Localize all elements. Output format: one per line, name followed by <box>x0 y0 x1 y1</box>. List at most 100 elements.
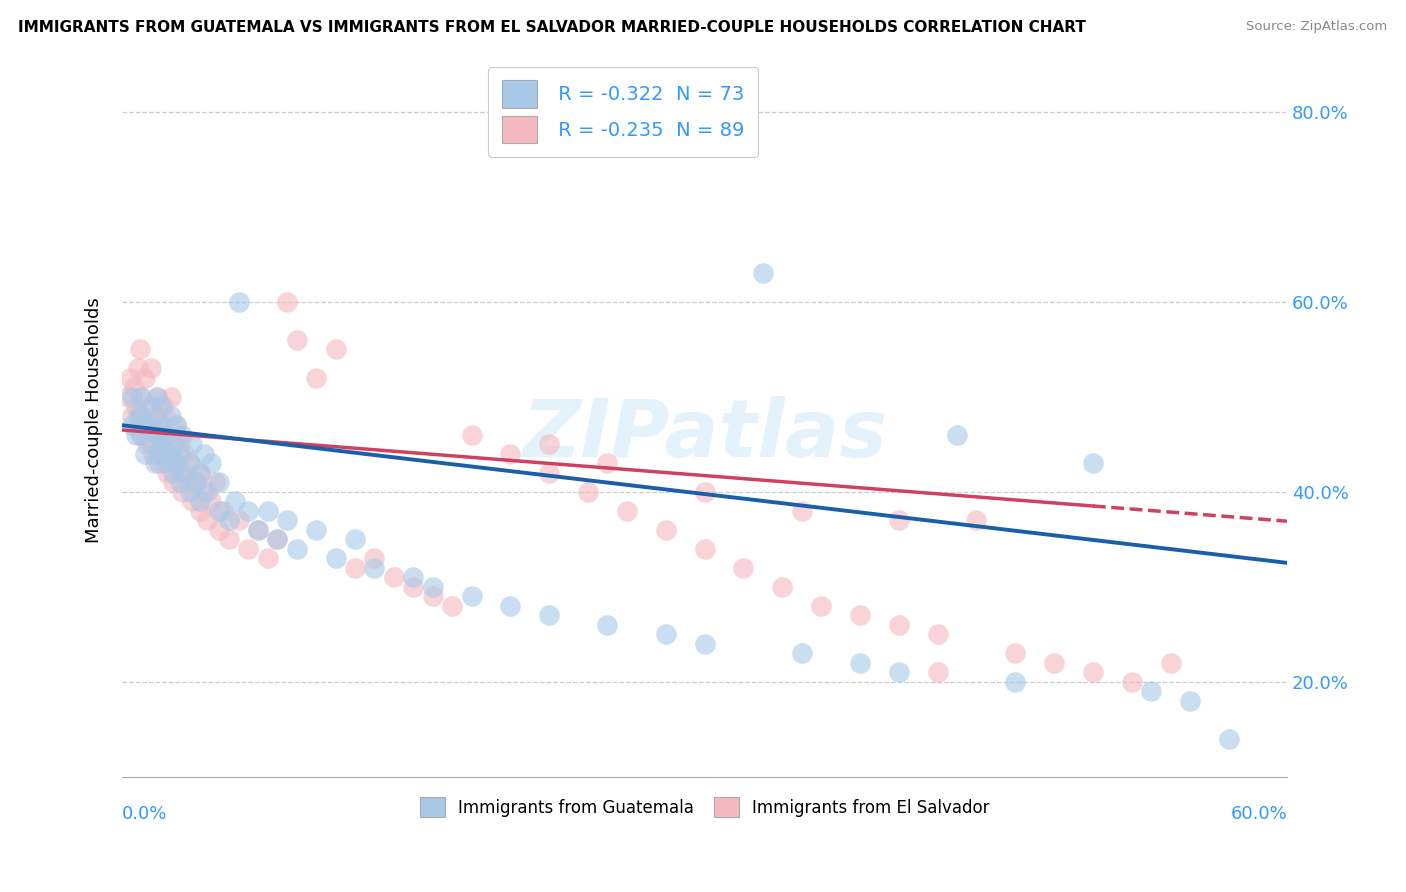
Point <box>156 466 179 480</box>
Point <box>790 646 813 660</box>
Point <box>790 504 813 518</box>
Point <box>177 475 200 490</box>
Point <box>927 665 949 680</box>
Point <box>136 437 159 451</box>
Point <box>1081 456 1104 470</box>
Point <box>218 513 240 527</box>
Point <box>422 580 444 594</box>
Point <box>188 504 211 518</box>
Point <box>238 504 260 518</box>
Point <box>148 447 170 461</box>
Point <box>693 484 716 499</box>
Point <box>256 551 278 566</box>
Point <box>499 599 522 613</box>
Point <box>127 361 149 376</box>
Point <box>810 599 832 613</box>
Point <box>200 456 222 470</box>
Point <box>266 533 288 547</box>
Point <box>1043 656 1066 670</box>
Point <box>402 580 425 594</box>
Point <box>188 494 211 508</box>
Point <box>208 504 231 518</box>
Point <box>141 437 163 451</box>
Point <box>204 475 226 490</box>
Point <box>136 418 159 433</box>
Point <box>152 399 174 413</box>
Point <box>285 333 308 347</box>
Point <box>693 637 716 651</box>
Point <box>887 617 910 632</box>
Point <box>616 504 638 518</box>
Point <box>138 418 160 433</box>
Point <box>159 447 181 461</box>
Point <box>141 399 163 413</box>
Point <box>238 541 260 556</box>
Point <box>1140 684 1163 698</box>
Point <box>228 294 250 309</box>
Point <box>169 475 191 490</box>
Point <box>148 456 170 470</box>
Point <box>256 504 278 518</box>
Point <box>325 342 347 356</box>
Point <box>197 484 219 499</box>
Point <box>499 447 522 461</box>
Point <box>1160 656 1182 670</box>
Point <box>1121 674 1143 689</box>
Point <box>173 466 195 480</box>
Point <box>193 447 215 461</box>
Point <box>887 513 910 527</box>
Point <box>179 456 201 470</box>
Point <box>965 513 987 527</box>
Point <box>363 551 385 566</box>
Point <box>124 427 146 442</box>
Point <box>276 294 298 309</box>
Point <box>228 513 250 527</box>
Point <box>1178 694 1201 708</box>
Point <box>752 266 775 280</box>
Point <box>127 409 149 423</box>
Point <box>576 484 599 499</box>
Point <box>146 427 169 442</box>
Point <box>193 484 215 499</box>
Point <box>285 541 308 556</box>
Text: 0.0%: 0.0% <box>122 805 167 823</box>
Point <box>208 523 231 537</box>
Point <box>212 504 235 518</box>
Point <box>927 627 949 641</box>
Point <box>118 370 141 384</box>
Point <box>169 466 191 480</box>
Point <box>131 427 153 442</box>
Point <box>363 561 385 575</box>
Point <box>143 409 166 423</box>
Y-axis label: Married-couple Households: Married-couple Households <box>86 298 103 543</box>
Point <box>422 589 444 603</box>
Text: ZIPatlas: ZIPatlas <box>522 396 887 474</box>
Point <box>153 409 176 423</box>
Point <box>266 533 288 547</box>
Point <box>121 390 143 404</box>
Point <box>159 390 181 404</box>
Point <box>159 409 181 423</box>
Point <box>172 484 194 499</box>
Point <box>246 523 269 537</box>
Point <box>131 409 153 423</box>
Point <box>1004 674 1026 689</box>
Point <box>179 456 201 470</box>
Point <box>121 409 143 423</box>
Point <box>693 541 716 556</box>
Point <box>276 513 298 527</box>
Point <box>165 456 187 470</box>
Point <box>153 427 176 442</box>
Point <box>162 475 184 490</box>
Point <box>538 608 561 623</box>
Point <box>124 399 146 413</box>
Point <box>128 342 150 356</box>
Point <box>218 533 240 547</box>
Point <box>134 370 156 384</box>
Point <box>200 494 222 508</box>
Point <box>224 494 246 508</box>
Point <box>849 608 872 623</box>
Point <box>149 399 172 413</box>
Point <box>122 380 145 394</box>
Point <box>596 617 619 632</box>
